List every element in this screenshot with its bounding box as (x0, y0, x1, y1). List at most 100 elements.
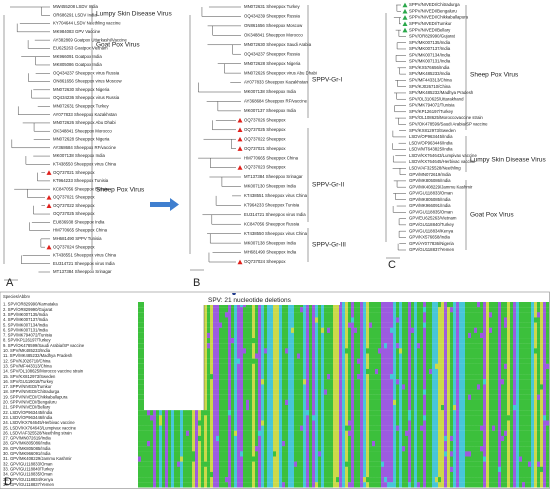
cell (435, 338, 439, 344)
cell (390, 420, 394, 426)
cell (375, 317, 379, 323)
cell (492, 477, 496, 483)
cell (282, 441, 286, 447)
cell (234, 420, 238, 426)
cell (150, 410, 154, 416)
cell (429, 405, 433, 411)
cell (417, 317, 421, 323)
cell (351, 327, 355, 333)
sequence-name: 17. SPPV/NIVEDI/Tumkur (3, 384, 52, 389)
cell (477, 343, 481, 349)
cell (168, 446, 172, 452)
cell (147, 471, 151, 478)
cell (489, 343, 493, 349)
cell (210, 446, 214, 452)
cell (318, 363, 322, 370)
cell (486, 405, 490, 411)
cell (267, 471, 271, 478)
cell (444, 358, 448, 364)
cell (282, 405, 286, 411)
cell (177, 477, 181, 483)
cell (243, 446, 247, 452)
cell (456, 389, 460, 395)
cell (351, 348, 355, 354)
cell (243, 338, 247, 344)
cell (459, 410, 463, 416)
cell (387, 425, 391, 431)
cell (294, 353, 298, 359)
cell (546, 384, 550, 390)
cell (243, 477, 247, 483)
cell (540, 343, 544, 349)
cell (513, 394, 517, 400)
cell (381, 405, 385, 411)
cell (252, 456, 256, 462)
cell (339, 420, 343, 426)
cell (534, 338, 538, 344)
cell (492, 415, 496, 421)
cell (513, 405, 517, 411)
cell (540, 307, 544, 313)
cell (369, 338, 373, 344)
cell (252, 348, 256, 354)
cell (177, 430, 181, 436)
cell (342, 471, 346, 478)
cell (444, 471, 448, 478)
cell (252, 477, 256, 483)
cell (528, 425, 532, 431)
cell (525, 302, 529, 308)
cell (243, 451, 247, 457)
cell (546, 441, 550, 447)
cell (399, 374, 403, 380)
cell (150, 456, 154, 462)
cell (414, 389, 418, 395)
cell (477, 317, 481, 323)
cell (339, 327, 343, 333)
cell (195, 430, 199, 436)
cell (348, 307, 352, 313)
cell (378, 441, 382, 447)
cell (228, 338, 232, 344)
cell (444, 482, 448, 488)
cell (240, 358, 244, 364)
cell (261, 461, 265, 467)
leaf-label: OQ737022 Sheeppox (53, 203, 95, 208)
cell (378, 307, 382, 313)
cell (228, 425, 232, 431)
cell (447, 307, 451, 313)
cell (285, 358, 289, 364)
cell (228, 363, 232, 370)
cell (438, 410, 442, 416)
cell (138, 327, 141, 333)
cell (195, 425, 199, 431)
leaf-label: GPV/MK805086/India (409, 178, 451, 183)
cell (297, 451, 301, 457)
cell (465, 307, 469, 313)
cell (468, 461, 472, 467)
cell (249, 430, 253, 436)
cell (285, 415, 289, 421)
cell (348, 353, 352, 359)
cell (402, 353, 406, 359)
cell (423, 446, 427, 452)
cell (336, 410, 340, 416)
cell (456, 446, 460, 452)
cell (519, 405, 523, 411)
cell (333, 394, 337, 400)
cell (450, 446, 454, 452)
cell (267, 482, 271, 488)
cell (468, 358, 472, 364)
cell (291, 327, 295, 333)
cell (480, 374, 484, 380)
cell (279, 322, 283, 328)
cell (507, 348, 511, 354)
cell (321, 471, 325, 478)
cell (417, 435, 421, 442)
cell (231, 317, 235, 323)
cell (429, 384, 433, 390)
cell (222, 466, 226, 473)
cell (459, 446, 463, 452)
cell (414, 430, 418, 436)
cell (393, 461, 397, 467)
cell (213, 430, 217, 436)
